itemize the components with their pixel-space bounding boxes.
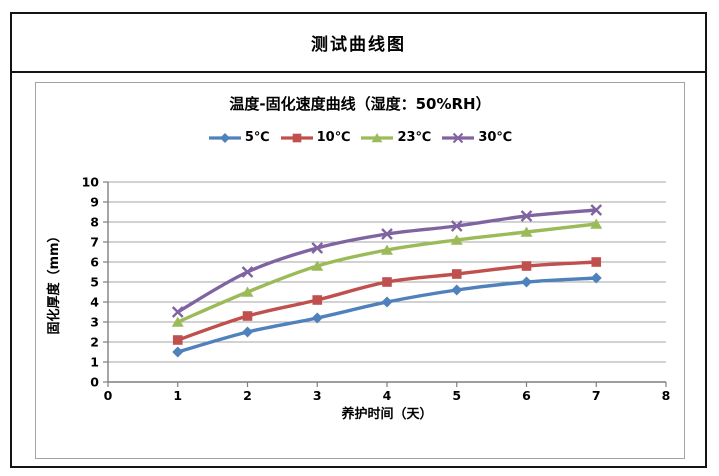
data-point-marker-triangle bbox=[590, 218, 603, 229]
series-23℃ bbox=[171, 218, 603, 327]
data-point-marker-square bbox=[242, 311, 253, 321]
y-tick-label: 8 bbox=[90, 215, 99, 230]
data-point-marker-triangle bbox=[372, 132, 383, 142]
data-point-marker-diamond bbox=[381, 296, 393, 308]
plot-area: 0 1 2 3 4 5 6 7 8 9 10 0 1 2 3 4 5 6 7 8 bbox=[82, 175, 671, 404]
y-tick-label: 5 bbox=[90, 275, 99, 290]
series-30℃ bbox=[171, 204, 603, 318]
data-point-marker-x bbox=[590, 204, 603, 216]
data-point-marker-diamond bbox=[521, 276, 532, 288]
data-point-marker-diamond bbox=[311, 312, 323, 324]
data-point-marker-x bbox=[171, 306, 184, 318]
data-point-marker-triangle bbox=[171, 316, 184, 327]
legend-label: 5℃ bbox=[244, 130, 270, 145]
y-tick-label: 10 bbox=[82, 175, 100, 190]
legend-item-23℃: 23℃ bbox=[360, 130, 431, 145]
document-border: 测试曲线图 温度-固化速度曲线（湿度：50%RH） 5℃ 10℃ 23℃ 30℃ 0 1… bbox=[10, 12, 707, 468]
page-title: 测试曲线图 bbox=[311, 35, 406, 55]
series-10℃ bbox=[172, 257, 602, 345]
x-tick-label: 8 bbox=[662, 388, 671, 403]
data-point-marker-diamond bbox=[172, 346, 184, 358]
x-tick-label: 4 bbox=[383, 388, 392, 403]
y-tick-label: 6 bbox=[90, 255, 99, 270]
data-point-marker-square bbox=[172, 335, 183, 345]
data-point-marker-square bbox=[591, 257, 602, 267]
legend-item-10℃: 10℃ bbox=[280, 130, 351, 145]
chart-title: 温度-固化速度曲线（湿度：50%RH） bbox=[229, 95, 491, 113]
data-point-marker-square bbox=[292, 133, 301, 142]
series-5℃ bbox=[172, 272, 602, 358]
x-tick-label: 7 bbox=[592, 388, 601, 403]
x-tick-label: 1 bbox=[173, 388, 182, 403]
y-tick-label: 7 bbox=[90, 235, 99, 250]
y-tick-label: 9 bbox=[90, 195, 99, 210]
y-tick-label: 4 bbox=[90, 295, 99, 310]
data-point-marker-diamond bbox=[590, 272, 602, 284]
legend-label: 10℃ bbox=[316, 130, 351, 145]
data-point-marker-x bbox=[241, 266, 254, 278]
data-point-marker-square bbox=[312, 295, 323, 305]
data-point-marker-diamond bbox=[451, 284, 463, 296]
x-tick-label: 0 bbox=[104, 388, 113, 403]
legend-label: 23℃ bbox=[397, 130, 432, 145]
data-point-marker-square bbox=[382, 277, 392, 287]
data-point-marker-triangle bbox=[311, 260, 324, 271]
legend-marker-triangle-icon bbox=[361, 132, 394, 142]
data-point-marker-triangle bbox=[520, 226, 533, 237]
x-tick-label: 3 bbox=[313, 388, 322, 403]
x-tick-label: 6 bbox=[522, 388, 531, 403]
data-point-marker-square bbox=[451, 269, 462, 279]
x-tick-label: 2 bbox=[243, 388, 252, 403]
y-tick-label: 0 bbox=[90, 375, 99, 390]
data-point-marker-x bbox=[381, 228, 393, 240]
y-tick-label: 2 bbox=[90, 335, 99, 350]
data-point-marker-triangle bbox=[381, 244, 393, 255]
header-band: 测试曲线图 bbox=[12, 14, 705, 73]
legend-item-30℃: 30℃ bbox=[441, 130, 512, 145]
data-point-marker-x bbox=[520, 210, 533, 222]
data-point-marker-triangle bbox=[450, 234, 463, 245]
y-axis-title: 固化厚度（mm） bbox=[47, 229, 62, 335]
data-point-marker-x bbox=[450, 220, 463, 232]
y-tick-label: 1 bbox=[90, 355, 99, 370]
chart-container: 温度-固化速度曲线（湿度：50%RH） 5℃ 10℃ 23℃ 30℃ 0 1 2 3 4 5 6 7… bbox=[35, 82, 685, 459]
legend-marker-x-icon bbox=[442, 132, 475, 143]
x-tick-label: 5 bbox=[452, 388, 461, 403]
data-point-marker-x bbox=[311, 242, 324, 254]
data-point-marker-triangle bbox=[241, 286, 254, 297]
legend-marker-diamond-icon bbox=[208, 132, 241, 143]
series-line bbox=[176, 276, 598, 354]
y-tick-label: 3 bbox=[90, 315, 99, 330]
x-axis-title: 养护时间（天） bbox=[341, 407, 433, 422]
legend-label: 30℃ bbox=[478, 130, 513, 145]
legend-marker-square-icon bbox=[280, 133, 313, 142]
data-point-marker-square bbox=[521, 261, 532, 271]
chart-legend: 5℃ 10℃ 23℃ 30℃ bbox=[36, 130, 684, 145]
legend-item-5℃: 5℃ bbox=[208, 130, 270, 145]
data-point-marker-x bbox=[453, 132, 464, 143]
data-point-marker-diamond bbox=[242, 326, 253, 338]
